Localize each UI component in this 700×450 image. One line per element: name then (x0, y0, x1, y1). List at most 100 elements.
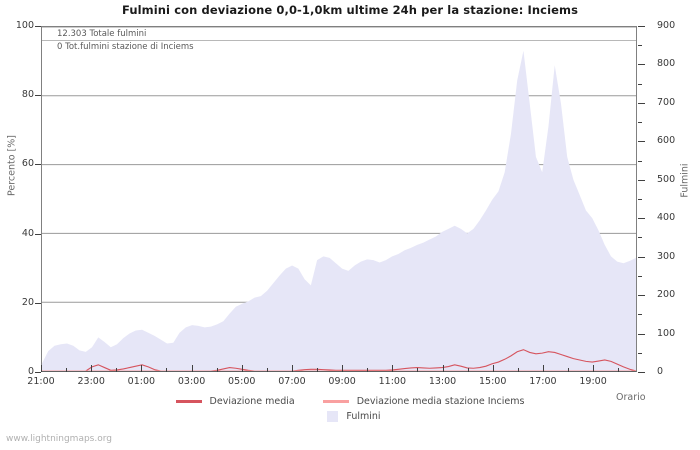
legend-label: Deviazione media stazione Inciems (356, 396, 525, 407)
right-tick-label: 0 (657, 366, 664, 377)
watermark: www.lightningmaps.org (6, 434, 112, 444)
x-tick-label: 19:00 (579, 376, 607, 387)
x-tick-label: 23:00 (77, 376, 105, 387)
x-tick-mark-major (442, 365, 444, 372)
right-axis-title: Fulmini (679, 163, 691, 198)
right-tick-mark (638, 333, 645, 335)
x-tick-mark-minor (517, 368, 519, 372)
legend-item-deviazione-media[interactable]: Deviazione media (175, 396, 295, 407)
right-tick-mark (638, 218, 645, 220)
x-tick-mark-major (392, 365, 394, 372)
right-minor-tick-mark (638, 122, 642, 124)
right-minor-tick-mark (638, 199, 642, 200)
x-tick-mark-major (542, 365, 544, 372)
right-tick-label: 200 (657, 289, 676, 301)
right-tick-label: 500 (657, 173, 676, 185)
right-tick-mark (638, 26, 645, 27)
x-tick-label: 11:00 (378, 376, 406, 387)
left-tick-label: 0 (27, 366, 34, 377)
right-tick-label: 400 (657, 212, 676, 224)
x-axis-title: Orario (616, 392, 646, 403)
right-tick-label: 800 (657, 58, 676, 70)
x-tick-label: 05:00 (228, 376, 256, 387)
plot-canvas (42, 27, 636, 371)
left-tick-label: 20 (21, 296, 34, 308)
right-tick-mark (638, 179, 645, 181)
left-tick-label: 100 (15, 20, 34, 31)
x-tick-mark-major (241, 365, 243, 372)
x-tick-mark-minor (266, 368, 268, 372)
legend-label: Fulmini (346, 411, 381, 422)
legend-row-2: Fulmini (0, 409, 700, 424)
x-tick-label: 01:00 (127, 376, 156, 387)
x-tick-mark-minor (66, 368, 68, 372)
right-minor-tick-mark (638, 237, 642, 239)
left-tick-mark (35, 372, 41, 373)
left-tick-label: 40 (21, 227, 34, 239)
legend-item-deviazione-media-stazione[interactable]: Deviazione media stazione Inciems (322, 396, 525, 407)
legend-line-swatch (322, 400, 349, 403)
x-tick-mark-major (593, 365, 595, 372)
left-tick-mark (35, 26, 41, 27)
x-tick-label: 13:00 (428, 376, 457, 387)
x-tick-mark-major (191, 365, 193, 372)
x-tick-label: 15:00 (479, 376, 507, 387)
x-tick-mark-minor (317, 368, 319, 372)
right-tick-label: 600 (657, 135, 676, 147)
legend-area-swatch (327, 411, 339, 422)
x-tick-label: 21:00 (27, 376, 55, 387)
chart-legend: Deviazione media Deviazione media stazio… (0, 394, 700, 424)
left-tick-label: 80 (21, 89, 34, 101)
right-tick-label: 100 (657, 327, 676, 339)
right-tick-mark (638, 295, 645, 297)
right-tick-label: 300 (657, 250, 676, 262)
x-tick-mark-major (291, 365, 293, 372)
annotation-total-strikes: 12.303 Totale fulmini (57, 29, 147, 39)
x-tick-mark-minor (166, 368, 168, 372)
right-minor-tick-mark (638, 314, 642, 316)
right-minor-tick-mark (638, 275, 642, 277)
right-minor-tick-mark (638, 83, 642, 85)
right-tick-label: 900 (657, 20, 676, 31)
x-tick-mark-minor (216, 368, 218, 372)
right-minor-tick-mark (638, 45, 642, 47)
series-area-0 (42, 50, 636, 371)
left-tick-mark (35, 164, 41, 166)
x-tick-label: 03:00 (177, 376, 206, 387)
left-tick-label: 60 (21, 158, 34, 170)
series-line-1 (42, 350, 636, 371)
left-tick-mark (35, 95, 41, 97)
left-axis-title: Percento [%] (6, 134, 18, 197)
annotation-station-strikes: 0 Tot.fulmini stazione di Inciems (57, 42, 194, 52)
legend-row-1: Deviazione media Deviazione media stazio… (0, 394, 700, 409)
right-minor-tick-mark (638, 160, 642, 162)
plot-area (41, 26, 637, 372)
annotation-divider (42, 40, 636, 41)
x-tick-mark-minor (567, 368, 569, 372)
right-tick-mark (638, 102, 645, 104)
x-tick-mark-minor (367, 368, 369, 372)
left-tick-mark (35, 302, 41, 304)
x-tick-mark-minor (116, 368, 118, 372)
x-tick-mark-minor (417, 368, 419, 372)
right-tick-mark (638, 64, 645, 66)
x-tick-mark-major (91, 365, 93, 372)
x-tick-mark-major (41, 365, 42, 372)
legend-label: Deviazione media (209, 396, 295, 407)
right-tick-mark (638, 256, 645, 258)
right-tick-mark (638, 141, 645, 143)
x-tick-mark-major (342, 365, 344, 372)
x-tick-label: 17:00 (529, 376, 557, 387)
right-minor-tick-mark (638, 352, 642, 354)
x-tick-label: 07:00 (278, 376, 306, 387)
right-tick-label: 700 (657, 96, 676, 108)
chart-title: Fulmini con deviazione 0,0-1,0km ultime … (121, 3, 579, 17)
legend-line-swatch (175, 400, 202, 403)
legend-item-fulmini[interactable]: Fulmini (319, 411, 381, 422)
x-tick-mark-minor (618, 368, 620, 372)
x-tick-mark-minor (467, 368, 469, 372)
x-tick-mark-major (492, 365, 494, 372)
x-tick-mark-major (141, 365, 143, 372)
left-tick-mark (35, 233, 41, 235)
